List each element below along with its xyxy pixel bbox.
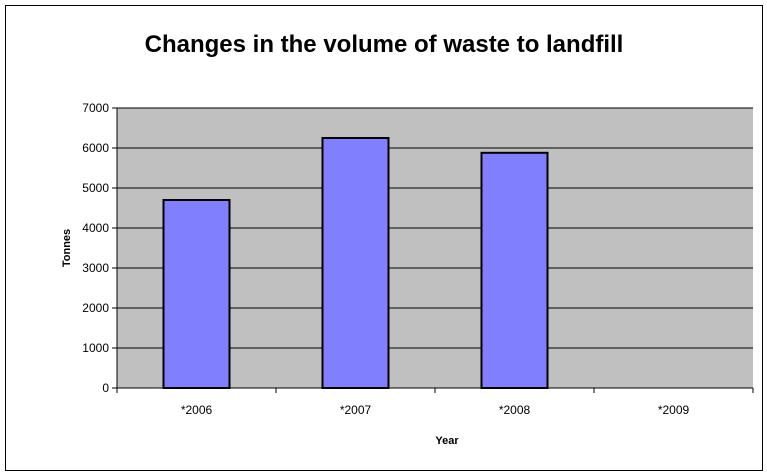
x-tick-label: *2007 [340, 403, 372, 417]
y-tick-label: 4000 [82, 221, 109, 235]
chart-title: Changes in the volume of waste to landfi… [145, 31, 624, 58]
x-tick-label: *2006 [181, 403, 213, 417]
y-tick-label: 1000 [82, 341, 109, 355]
axes [112, 107, 754, 393]
y-tick-label: 7000 [82, 101, 109, 115]
x-axis-title: Year [435, 435, 459, 447]
y-tick-label: 3000 [82, 261, 109, 275]
bar [162, 199, 231, 389]
x-tick-label: *2008 [499, 403, 531, 417]
y-axis-title: Tonnes [61, 229, 73, 267]
bar [321, 137, 390, 389]
y-tick-label: 2000 [82, 301, 109, 315]
x-tick-label: *2009 [658, 403, 690, 417]
y-tick-label: 5000 [82, 181, 109, 195]
tick-labels: 0 1000 2000 3000 4000 5000 6000 7000 *2006 *2007 *… [82, 101, 689, 417]
y-tick-label: 6000 [82, 141, 109, 155]
bar [480, 151, 549, 389]
y-tick-label: 0 [102, 381, 109, 395]
